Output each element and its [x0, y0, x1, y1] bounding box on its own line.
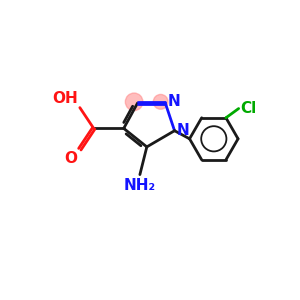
- Text: NH₂: NH₂: [124, 178, 156, 193]
- Text: O: O: [64, 151, 77, 166]
- Circle shape: [125, 93, 143, 111]
- Text: N: N: [176, 123, 189, 138]
- Text: Cl: Cl: [240, 101, 256, 116]
- Text: OH: OH: [52, 91, 77, 106]
- Text: N: N: [167, 94, 180, 109]
- Circle shape: [153, 94, 168, 109]
